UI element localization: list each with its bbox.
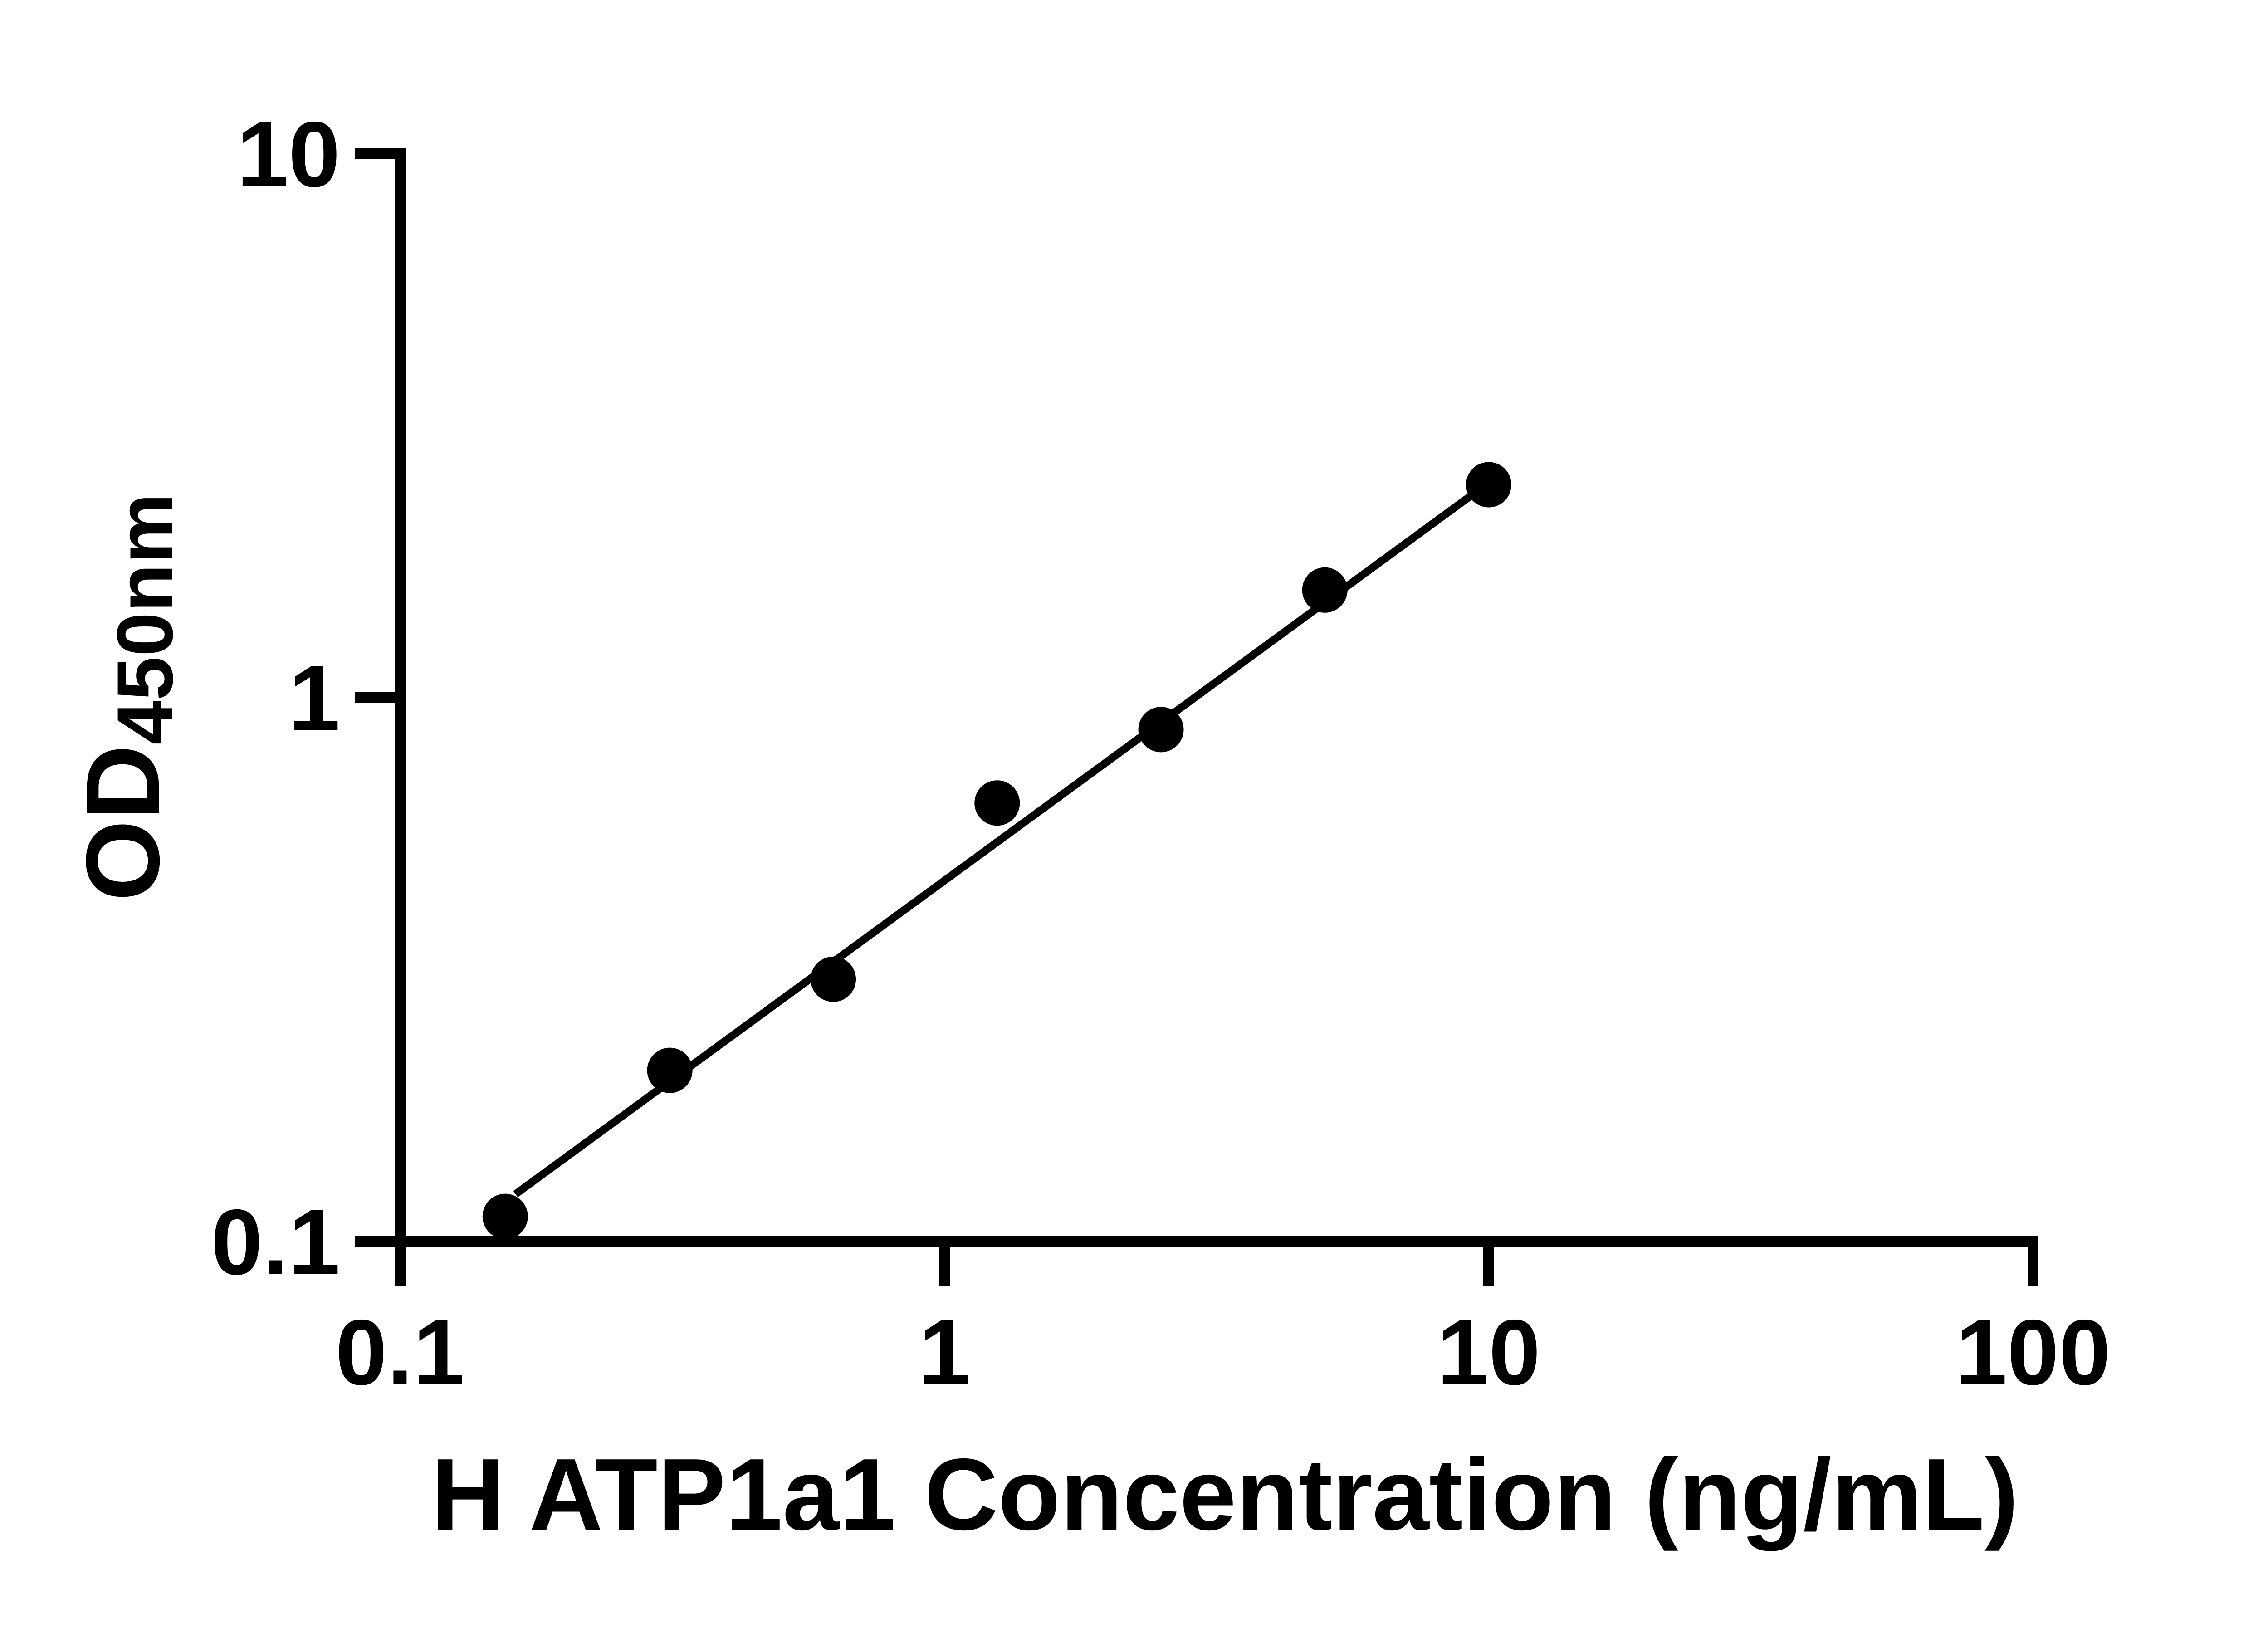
axes-layer [395, 148, 2038, 1247]
data-point [482, 1193, 528, 1239]
y-axis-title-subscript: 450nm [101, 493, 190, 744]
y-axis-title: OD450nm [64, 493, 190, 901]
data-point [1302, 567, 1348, 613]
data-point [811, 956, 856, 1002]
data-point [1466, 462, 1511, 508]
data-point [1138, 707, 1184, 753]
x-axis-tick-label: 100 [1955, 1301, 2111, 1404]
y-axis-tick-label: 1 [288, 646, 340, 750]
y-axis-title-main: OD [64, 745, 181, 901]
data-points-layer [482, 462, 1511, 1239]
y-axis-tick-label: 0.1 [211, 1190, 340, 1294]
x-axis-title: H ATP1a1 Concentration (ng/mL) [431, 1437, 2019, 1551]
data-point [974, 780, 1020, 826]
x-axis-tick-label: 0.1 [336, 1301, 465, 1404]
data-point [647, 1047, 693, 1093]
tick-labels-layer: 0.1 1 10 100 0.1 1 10 [211, 103, 2111, 1404]
y-axis-tick-label: 10 [237, 103, 340, 206]
x-axis-tick-label: 10 [1437, 1301, 1540, 1404]
ticks-layer [355, 148, 2038, 1286]
x-axis-tick-label: 1 [919, 1301, 970, 1404]
